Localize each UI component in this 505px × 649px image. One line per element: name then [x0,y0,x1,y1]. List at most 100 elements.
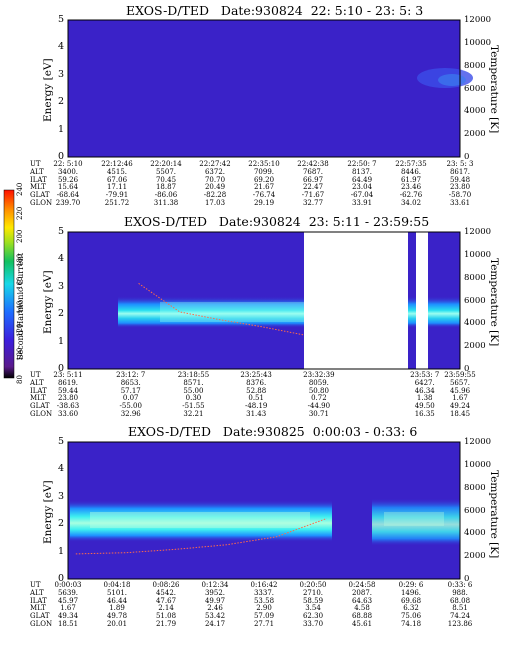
ephemeris-value: 1.67 [60,604,76,613]
ephemeris-value: 1.67 [452,394,468,403]
ephemeris-value: 6427. [414,378,435,387]
ephemeris-value: 2.46 [207,604,223,613]
ephemeris-value: -44.90 [307,402,331,411]
ephemeris-value: 22.47 [302,183,324,192]
ephemeris-value: 75.06 [400,612,422,621]
temperature-tick-label: 8000 [464,60,486,71]
ephemeris-value: 0:16:42 [250,581,278,589]
ephemeris-value: 55.00 [183,386,204,395]
ephemeris-value: 57.09 [253,612,275,621]
ephemeris-value: 22:57:35 [395,160,427,168]
temperature-tick-label: 2000 [464,551,486,562]
energy-tick-label: 4 [57,253,64,265]
ephemeris-value: 30.71 [308,410,329,418]
ephemeris-value: 69.68 [400,596,422,605]
ephemeris-row-label: MLT [30,183,46,192]
ephemeris-row-label: MLT [30,604,46,613]
ephemeris-value: 8619. [57,378,79,387]
ephemeris-value: 6.32 [403,604,419,613]
ephemeris-value: 5101. [106,588,128,597]
ephemeris-value: 8653. [120,378,141,387]
ephemeris-value: 23:32:39 [303,371,335,379]
ephemeris-value: 23: 5: 3 [446,160,474,168]
ephemeris-value: 22:20:14 [150,160,182,168]
colorbar-tick-label: 120 [16,323,24,337]
ephemeris-value: -38.63 [56,402,80,411]
energy-tick-label: 5 [57,436,64,447]
colorbar-tick-label: 180 [16,253,24,267]
ephemeris-value: 311.38 [153,199,179,207]
energy-tick-label: 4 [57,463,64,475]
ephemeris-value: 0:24:58 [348,581,376,589]
ephemeris-value: 58.59 [302,596,324,605]
ephemeris-value: 22:35:10 [248,160,280,168]
ephemeris-value: 7099. [253,167,275,176]
ephemeris-value: 23.80 [449,183,471,192]
ephemeris-value: 31.43 [246,410,267,418]
ephemeris-row-label: UT [30,160,41,168]
ephemeris-value: 8617. [449,167,471,176]
ephemeris-value: 59.48 [449,175,471,184]
temperature-tick-label: 12000 [464,227,492,237]
panel-1-title: EXOS-D/TED Date:930824 22: 5:10 - 23: 5:… [126,3,424,18]
temperature-tick-label: 6000 [464,505,486,516]
ephemeris-value: 3400. [57,167,79,176]
ephemeris-value: 17.03 [204,199,226,207]
temperature-tick-label: 8000 [464,272,486,283]
ephemeris-value: 74.18 [400,620,422,628]
temperature-tick-label: 10000 [464,459,492,470]
ephemeris-value: 3337. [253,588,275,597]
ephemeris-value: 33.60 [57,410,79,418]
panel-3-title: EXOS-D/TED Date:930825 0:00:03 - 0:33: 6 [128,424,418,439]
ephemeris-value: 59.26 [57,175,79,184]
ephemeris-value: 8376. [246,378,267,387]
ephemeris-value: 50.80 [308,386,329,395]
ephemeris-value: 5507. [155,167,177,176]
ephemeris-value: 53.58 [253,596,275,605]
ephemeris-value: 32.96 [120,410,141,418]
ephemeris-value: 123.86 [447,620,473,628]
energy-tick-label: 0 [57,363,64,374]
ephemeris-value: 64.49 [351,175,373,184]
ephemeris-value: 3952. [204,588,226,597]
ephemeris-value: 32.21 [183,410,204,418]
ephemeris-value: 5657. [449,378,471,387]
ephemeris-value: 45.61 [351,620,373,628]
colorbar-tick-label: 240 [16,182,24,196]
temperature-tick-label: 4000 [464,106,486,117]
temperature-tick-label: 4000 [464,318,486,329]
ephemeris-value: -55.00 [119,402,142,411]
ephemeris-value: 45.97 [57,596,79,605]
ephemeris-value: 3.54 [305,604,321,613]
ephemeris-value: 0:33: 6 [447,581,473,589]
ephemeris-value: 8059. [308,378,329,387]
panel-2-y2label: Temperature [K] [488,258,500,347]
ephemeris-value: 21.79 [155,620,177,628]
ephemeris-value: 20.49 [204,183,226,192]
temperature-line [75,518,327,555]
ephemeris-value: 67.06 [106,175,128,184]
panel-3-ephemeris: UT 0:00:03 0:04:18 0:08:26 0:12:34 0:16:42 0:2… [30,581,505,632]
temperature-tick-label: 0 [464,574,470,584]
ephemeris-value: 52.88 [246,386,267,395]
ephemeris-value: 24.17 [204,620,226,628]
ephemeris-row-label: UT [30,371,41,379]
ephemeris-value: -68.64 [56,191,80,200]
ephemeris-value: 0:04:18 [103,581,131,589]
ephemeris-value: 23: 5:11 [53,371,83,379]
ephemeris-value: 22:12:46 [101,160,133,168]
ephemeris-value: 4515. [106,167,128,176]
ephemeris-value: 22:42:38 [297,160,329,168]
temperature-tick-label: 0 [464,364,470,374]
ephemeris-value: 70.45 [155,175,177,184]
ephemeris-value: 23:25:43 [240,371,272,379]
ephemeris-value: 29.19 [253,199,275,207]
colorbar-tick-label: 160 [16,276,24,290]
ephemeris-value: 22: 5:10 [53,160,83,168]
energy-tick-label: 2 [57,96,64,108]
ephemeris-value: 33.61 [449,199,471,207]
ephemeris-value: 18.87 [155,183,177,192]
ephemeris-value: -51.55 [182,402,205,411]
ephemeris-value: 69.20 [253,175,275,184]
ephemeris-row-label: GLAT [30,191,50,200]
